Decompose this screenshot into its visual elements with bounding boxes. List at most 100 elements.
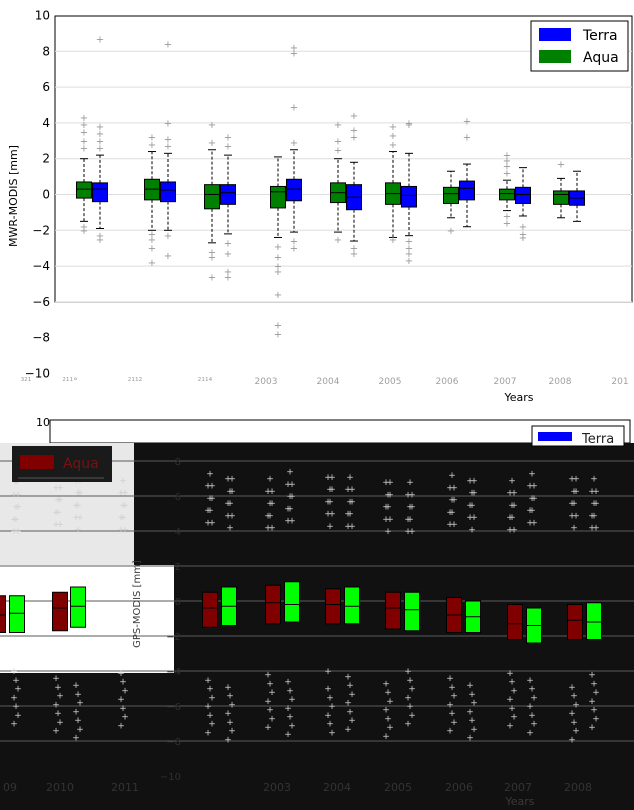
outlier-marker: +: [405, 256, 413, 267]
box: [459, 180, 475, 201]
outlier-marker: +: [510, 525, 518, 535]
outlier-marker: +: [344, 699, 352, 709]
outlier-marker: +: [408, 685, 416, 695]
outlier-marker: +: [208, 518, 216, 528]
outlier-marker: +: [14, 685, 22, 695]
outlier-marker: +: [348, 497, 356, 507]
outlier-marker: +: [384, 714, 392, 724]
y-tick-label: −8: [32, 331, 50, 345]
outlier-marker: +: [588, 524, 596, 534]
outlier-marker: +: [528, 685, 536, 695]
legend-terra: Terra: [531, 425, 625, 447]
outlier-marker: +: [503, 211, 511, 222]
outlier-marker: +: [408, 527, 416, 537]
outlier-marker: +: [274, 290, 282, 301]
outlier-marker: +: [503, 156, 511, 167]
x-tick-labels: 09 2010 2011 2003 2004 2005 2006 2007 2008: [3, 781, 592, 794]
y-tick-label: 2: [42, 152, 50, 166]
box-aqua-2007: ++++: [330, 120, 346, 246]
legend-swatch-terra: [538, 432, 572, 441]
outlier-marker: +: [284, 678, 292, 688]
outlier-marker: +: [528, 506, 536, 516]
boxes: ++++++++++++++++++++++++++++++++++++++++…: [76, 34, 585, 341]
outlier-marker: +: [346, 707, 354, 717]
y-tick-label: 8: [42, 44, 50, 58]
outlier-marker: +: [570, 487, 578, 497]
outlier-marker: +: [96, 143, 104, 154]
outlier-marker: +: [14, 503, 22, 513]
outlier-marker: +: [286, 504, 294, 514]
outlier-marker: +: [446, 727, 454, 737]
box-aqua-2010: ++++++: [499, 151, 515, 230]
outlier-marker: +: [288, 721, 296, 731]
outlier-marker: +: [468, 489, 476, 499]
outlier-marker: +: [268, 487, 276, 497]
outlier-marker: +: [326, 522, 334, 532]
outlier-marker: +: [328, 510, 336, 520]
x-tick-label: 2004: [317, 377, 340, 387]
legend-swatch-aqua: [539, 50, 571, 63]
outlier-marker: +: [290, 244, 298, 255]
outlier-marker: +: [389, 122, 397, 133]
outlier-marker: +: [266, 499, 274, 509]
x-tick-label: 2006: [445, 781, 473, 794]
outlier-marker: +: [208, 720, 216, 730]
outlier-marker: +: [334, 145, 342, 156]
legend-label-aqua: Aqua: [63, 456, 99, 472]
x-tick-label: 201: [611, 377, 628, 387]
outlier-marker: +: [588, 511, 596, 521]
outlier-marker: +: [96, 235, 104, 246]
outlier-marker: +: [326, 497, 334, 507]
y-tick-label: −6: [166, 702, 181, 713]
outlier-marker: +: [12, 515, 20, 525]
y-tick-labels: 10 8 6 4 2 0 −2 −4 −6 −8 −10: [25, 9, 50, 381]
outlier-marker: +: [266, 679, 274, 689]
outlier-marker: +: [506, 525, 514, 535]
box: [9, 595, 25, 633]
y-tick-label: 2: [175, 562, 181, 573]
outlier-marker: +: [148, 235, 156, 246]
box-terra-2003: +++++++: [92, 34, 108, 246]
outlier-marker: +: [592, 487, 600, 497]
outlier-marker: +: [324, 510, 332, 520]
outlier-marker: +: [404, 515, 412, 525]
outlier-marker: +: [557, 160, 565, 171]
outlier-marker: +: [346, 510, 354, 520]
outlier-marker: +: [326, 485, 334, 495]
outlier-marker: +: [384, 490, 392, 500]
outlier-marker: +: [404, 693, 412, 703]
outlier-marker: +: [530, 518, 538, 528]
outlier-marker: +: [72, 707, 80, 717]
outlier-marker: +: [526, 676, 534, 686]
outlier-marker: +: [72, 501, 80, 511]
outlier-marker: +: [288, 517, 296, 527]
outlier-marker: +: [204, 676, 212, 686]
outlier-marker: +: [446, 674, 454, 684]
box-terra-2011: [586, 602, 602, 640]
outlier-marker: +: [264, 524, 272, 534]
outlier-marker: +: [450, 520, 458, 530]
outlier-marker: +: [74, 690, 82, 700]
box-aqua-2009: +: [443, 170, 459, 237]
outlier-marker: +: [224, 267, 232, 278]
outlier-marker: +: [590, 679, 598, 689]
outlier-marker: +: [406, 515, 414, 525]
outlier-marker: +: [164, 40, 172, 51]
box-aqua-2007: [325, 588, 341, 625]
outlier-marker: +: [592, 524, 600, 534]
outlier-marker: +: [408, 711, 416, 721]
outlier-marker: +: [508, 704, 516, 714]
outlier-marker: +: [404, 527, 412, 537]
outlier-marker: +: [96, 34, 104, 45]
outlier-marker: +: [386, 515, 394, 525]
outlier-marker: +: [530, 482, 538, 492]
x-axis-label: Years: [504, 795, 534, 808]
outlier-marker: +: [226, 718, 234, 728]
outlier-marker: +: [208, 272, 216, 283]
outlier-marker: +: [204, 482, 212, 492]
box: [567, 604, 583, 640]
outlier-marker: +: [12, 676, 20, 686]
box: [401, 185, 417, 208]
outlier-marker: +: [76, 489, 84, 499]
outlier-marker: +: [463, 133, 471, 144]
